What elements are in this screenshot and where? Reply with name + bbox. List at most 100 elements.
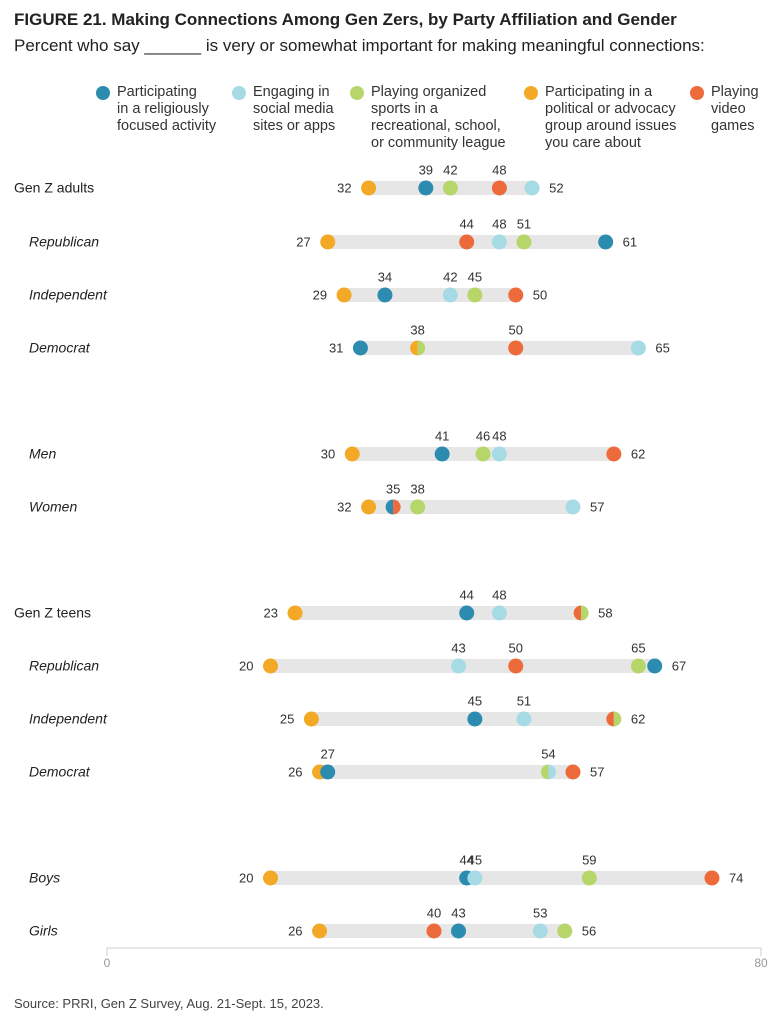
data-point-social	[548, 764, 556, 780]
data-point-religious	[467, 711, 483, 727]
chart-row: Gen Z adults 32 39 42 48 52	[14, 162, 564, 195]
source-note: Source: PRRI, Gen Z Survey, Aug. 21-Sept…	[14, 996, 324, 1011]
legend-label-line: sites or apps	[253, 118, 336, 134]
data-point-sports	[581, 870, 597, 886]
range-bar	[344, 288, 516, 302]
data-point-political	[287, 605, 303, 621]
data-label: 50	[533, 287, 547, 302]
chart-row: Independent 25 45 51 62	[29, 693, 645, 726]
row-label: Boys	[29, 870, 60, 886]
chart-row: Republican 20 43 50 65 67	[29, 640, 686, 673]
data-label: 54	[541, 746, 555, 761]
row-label: Women	[29, 499, 77, 515]
data-label: 43	[451, 905, 465, 920]
x-tick-label: 0	[104, 956, 111, 970]
data-label: 32	[337, 180, 351, 195]
row-label: Gen Z adults	[14, 180, 94, 196]
row-label: Democrat	[29, 764, 91, 780]
data-point-social	[565, 499, 581, 515]
data-label: 30	[321, 446, 335, 461]
data-label: 46	[476, 428, 490, 443]
legend-label: Participating in a political or advocacy g…	[545, 84, 676, 152]
row-label: Republican	[29, 234, 99, 250]
row-label: Gen Z teens	[14, 605, 91, 621]
data-label: 42	[443, 162, 457, 177]
data-point-political	[361, 499, 377, 515]
data-point-religious	[434, 446, 450, 462]
legend-label-line: video	[711, 101, 746, 117]
data-label: 50	[509, 322, 523, 337]
data-point-religious	[385, 499, 394, 515]
data-label: 44	[459, 852, 473, 867]
data-label: 26	[288, 923, 302, 938]
chart-row: Women 32 35 38 57	[29, 481, 604, 514]
data-label: 42	[443, 269, 457, 284]
row-label: Independent	[29, 287, 108, 303]
data-point-games	[508, 658, 524, 674]
data-point-sports	[442, 180, 458, 196]
data-point-games	[606, 446, 622, 462]
legend-label-line: political or advocacy	[545, 101, 676, 117]
data-point-social	[524, 180, 540, 196]
range-bar	[319, 924, 565, 938]
data-label: 48	[492, 428, 506, 443]
legend-label: Participating in a religiously focused act…	[117, 84, 216, 135]
data-label: 58	[598, 605, 612, 620]
data-label: 39	[419, 162, 433, 177]
legend-label-line: or community league	[371, 135, 506, 151]
data-point-social	[516, 711, 532, 727]
data-point-political	[303, 711, 319, 727]
data-point-sports	[581, 605, 589, 621]
data-label: 27	[296, 234, 310, 249]
chart-row: Girls 26 40 43 53 56	[29, 905, 596, 938]
data-label: 61	[623, 234, 637, 249]
data-point-social	[630, 340, 646, 356]
data-label: 26	[288, 764, 302, 779]
data-point-social	[467, 870, 483, 886]
legend-label-line: Playing organized	[371, 84, 487, 100]
data-point-political	[263, 870, 278, 886]
row-label: Independent	[29, 711, 108, 727]
data-label: 40	[427, 905, 441, 920]
data-point-games	[508, 340, 524, 356]
data-label: 31	[329, 340, 343, 355]
data-label: 51	[517, 693, 531, 708]
data-point-games	[491, 180, 507, 196]
legend-label-line: social media	[253, 101, 334, 117]
data-point-games	[565, 764, 581, 780]
data-label: 48	[492, 216, 506, 231]
data-point-sports	[540, 764, 549, 780]
legend-label-line: recreational, school,	[371, 118, 501, 134]
legend-marker-social	[232, 86, 246, 100]
data-point-political	[344, 446, 360, 462]
data-point-religious	[647, 658, 663, 674]
data-point-social	[491, 605, 507, 621]
legend-label: Playing video games	[711, 84, 759, 135]
data-point-sports	[630, 658, 646, 674]
data-point-religious	[352, 340, 368, 356]
data-point-sports	[516, 234, 532, 250]
data-point-religious	[320, 764, 336, 780]
data-label: 62	[631, 711, 645, 726]
data-point-games	[508, 287, 524, 303]
data-label: 27	[320, 746, 334, 761]
legend-label-line: focused activity	[117, 118, 217, 134]
legend-label-line: games	[711, 118, 755, 134]
data-point-sports	[475, 446, 491, 462]
chart-row: Republican 27 44 48 51 61	[29, 216, 637, 249]
data-point-social	[491, 446, 507, 462]
chart-row: Independent 29 34 42 45 50	[29, 269, 547, 302]
legend-label: Engaging in social media sites or apps	[253, 84, 335, 135]
range-bar	[311, 712, 614, 726]
row-label: Democrat	[29, 340, 91, 356]
data-label: 29	[313, 287, 327, 302]
range-bar	[319, 765, 573, 779]
data-point-sports	[417, 340, 426, 356]
data-label: 62	[631, 446, 645, 461]
data-label: 52	[549, 180, 563, 195]
chart-row: Gen Z teens 23 44 48 58	[14, 587, 613, 620]
data-label: 56	[582, 923, 596, 938]
range-bar	[360, 341, 639, 355]
